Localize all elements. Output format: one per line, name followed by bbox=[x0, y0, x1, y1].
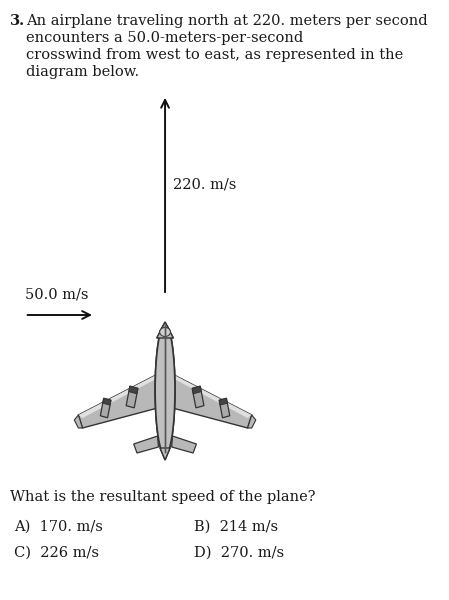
Polygon shape bbox=[219, 398, 227, 405]
Ellipse shape bbox=[160, 328, 171, 337]
Polygon shape bbox=[126, 386, 138, 408]
Ellipse shape bbox=[160, 328, 171, 337]
Text: B)  214 m/s: B) 214 m/s bbox=[194, 520, 278, 534]
Polygon shape bbox=[129, 386, 138, 394]
Polygon shape bbox=[160, 448, 170, 460]
Text: diagram below.: diagram below. bbox=[26, 65, 140, 79]
Polygon shape bbox=[79, 375, 158, 428]
Text: 50.0 m/s: 50.0 m/s bbox=[25, 287, 88, 301]
Polygon shape bbox=[247, 415, 256, 428]
Text: 220. m/s: 220. m/s bbox=[173, 178, 237, 192]
Text: C)  226 m/s: C) 226 m/s bbox=[14, 546, 99, 560]
Polygon shape bbox=[192, 386, 204, 408]
Text: An airplane traveling north at 220. meters per second: An airplane traveling north at 220. mete… bbox=[26, 14, 428, 28]
Polygon shape bbox=[157, 322, 173, 338]
Polygon shape bbox=[174, 375, 252, 418]
Polygon shape bbox=[172, 375, 252, 428]
Ellipse shape bbox=[155, 325, 175, 455]
Polygon shape bbox=[219, 398, 230, 418]
Ellipse shape bbox=[155, 325, 175, 455]
Polygon shape bbox=[160, 448, 170, 460]
Polygon shape bbox=[100, 398, 111, 418]
Polygon shape bbox=[157, 322, 173, 338]
Text: What is the resultant speed of the plane?: What is the resultant speed of the plane… bbox=[10, 490, 315, 504]
Text: 3.: 3. bbox=[10, 14, 25, 28]
Polygon shape bbox=[74, 415, 83, 428]
Text: D)  270. m/s: D) 270. m/s bbox=[194, 546, 284, 560]
Text: A)  170. m/s: A) 170. m/s bbox=[14, 520, 103, 534]
Polygon shape bbox=[192, 386, 201, 394]
Polygon shape bbox=[172, 436, 196, 453]
Polygon shape bbox=[103, 398, 111, 405]
Text: encounters a 50.0-meters-per-second: encounters a 50.0-meters-per-second bbox=[26, 31, 304, 45]
Polygon shape bbox=[79, 375, 156, 418]
Text: crosswind from west to east, as represented in the: crosswind from west to east, as represen… bbox=[26, 48, 404, 62]
Polygon shape bbox=[134, 436, 158, 453]
